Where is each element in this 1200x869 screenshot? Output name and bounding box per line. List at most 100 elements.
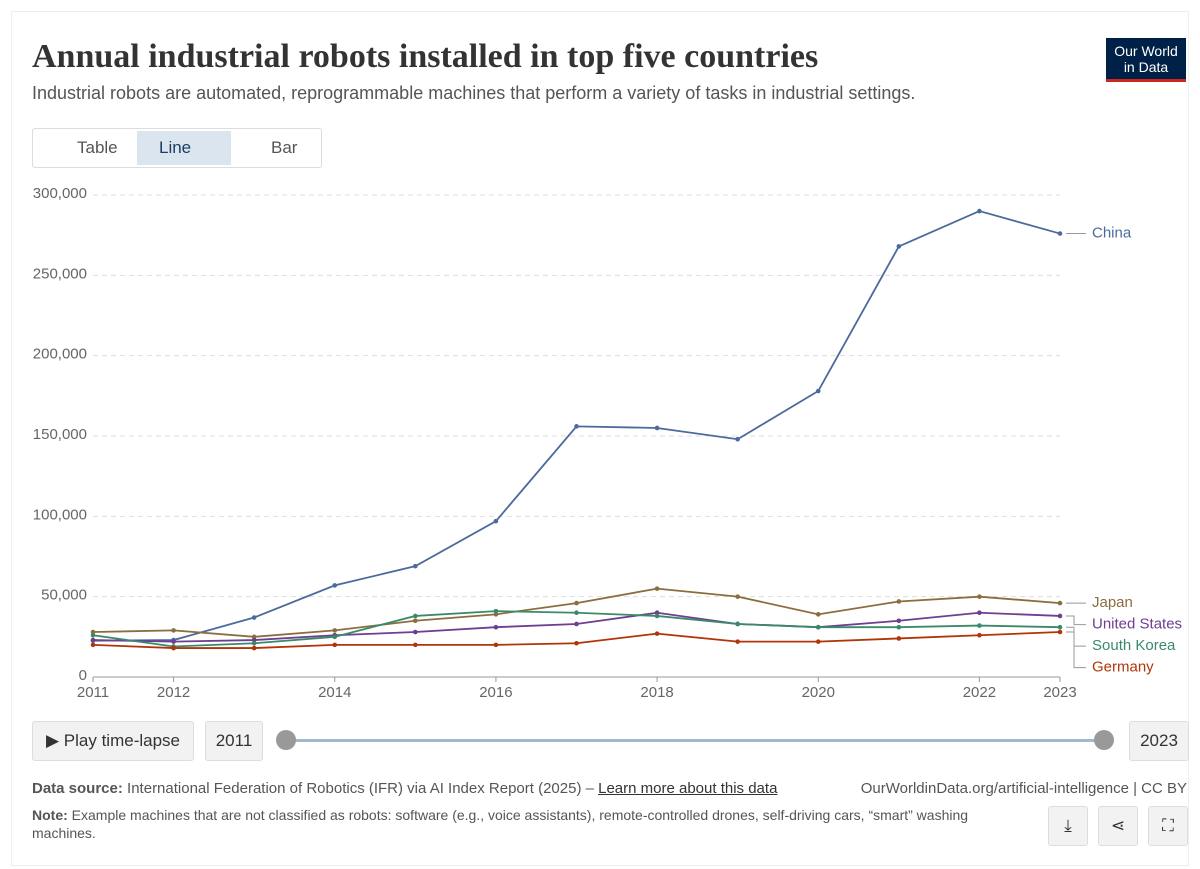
slider-handle[interactable] bbox=[1094, 730, 1114, 750]
logo-text: Our World bbox=[1114, 43, 1178, 59]
slider-handle[interactable] bbox=[276, 730, 296, 750]
source-text: International Federation of Robotics (IF… bbox=[127, 780, 599, 797]
data-point bbox=[493, 608, 499, 614]
source: Data source: International Federation of… bbox=[32, 780, 777, 797]
legend-label: South Korea bbox=[1092, 637, 1176, 654]
play-label: Play time-lapse bbox=[63, 731, 180, 750]
end-year[interactable]: 2023 bbox=[1129, 721, 1189, 761]
data-point bbox=[574, 600, 579, 606]
data-point bbox=[493, 624, 499, 630]
data-point bbox=[251, 615, 257, 620]
data-point bbox=[171, 645, 176, 651]
data-point bbox=[735, 594, 740, 599]
x-tick-label: 2016 bbox=[479, 684, 512, 701]
legend-label: China bbox=[1092, 225, 1132, 242]
y-tick-label: 300,000 bbox=[33, 185, 87, 202]
data-point bbox=[735, 436, 740, 442]
data-point bbox=[493, 518, 499, 524]
y-tick-label: 250,000 bbox=[33, 265, 87, 282]
share-button[interactable]: ⋖ bbox=[1098, 806, 1138, 846]
data-point bbox=[977, 594, 982, 599]
url[interactable]: OurWorldinData.org/artificial-intelligen… bbox=[860, 780, 1187, 797]
start-year[interactable]: 2011 bbox=[205, 721, 263, 761]
data-point bbox=[815, 624, 821, 630]
legend-connector bbox=[1066, 626, 1086, 647]
data-point bbox=[815, 612, 821, 617]
chart-subtitle: Industrial robots are automated, reprogr… bbox=[32, 83, 916, 103]
data-point bbox=[896, 636, 902, 641]
play-button[interactable]: ▶ Play time-lapse bbox=[32, 721, 194, 761]
data-point bbox=[977, 623, 982, 628]
fullscreen-button[interactable]: ⛶ bbox=[1148, 806, 1188, 846]
data-point bbox=[413, 629, 418, 635]
tab-bar bbox=[32, 128, 322, 168]
data-point bbox=[735, 639, 740, 644]
data-point bbox=[332, 628, 338, 633]
data-point bbox=[574, 610, 579, 616]
data-point bbox=[1057, 231, 1063, 236]
y-tick-label: 50,000 bbox=[41, 587, 87, 604]
data-point bbox=[251, 637, 257, 643]
data-point bbox=[896, 618, 902, 624]
data-point bbox=[332, 634, 338, 640]
source-label: Data source: bbox=[32, 780, 123, 797]
x-tick-label: 2014 bbox=[318, 684, 351, 701]
data-point bbox=[332, 583, 338, 588]
data-point bbox=[815, 388, 821, 394]
logo[interactable]: Our World in Data bbox=[1106, 38, 1186, 82]
note-label: Note: bbox=[32, 807, 68, 823]
logo-text: in Data bbox=[1123, 59, 1169, 75]
y-tick-label: 100,000 bbox=[33, 506, 87, 523]
data-point bbox=[413, 618, 418, 624]
data-point bbox=[896, 599, 902, 604]
data-point bbox=[815, 639, 821, 644]
data-point bbox=[654, 610, 660, 616]
data-point bbox=[574, 424, 579, 429]
tab[interactable]: Table bbox=[77, 138, 118, 157]
data-point bbox=[251, 645, 257, 651]
slider-track bbox=[287, 739, 1105, 742]
tab[interactable]: Bar bbox=[271, 138, 298, 157]
x-tick-label: 2011 bbox=[77, 684, 109, 701]
data-point bbox=[1057, 629, 1063, 635]
y-tick-label: 150,000 bbox=[33, 426, 87, 443]
note: Note: Example machines that are not clas… bbox=[32, 806, 972, 842]
data-point bbox=[574, 621, 579, 627]
x-tick-label: 2018 bbox=[640, 684, 673, 701]
data-point bbox=[413, 613, 418, 619]
legend-connector bbox=[1066, 631, 1086, 669]
data-point bbox=[493, 642, 499, 648]
legend-label: Germany bbox=[1092, 659, 1154, 676]
data-point bbox=[1057, 613, 1063, 619]
data-point bbox=[654, 631, 660, 636]
source-link[interactable]: Learn more about this data bbox=[598, 780, 778, 797]
data-point bbox=[251, 640, 257, 646]
data-point bbox=[1057, 624, 1063, 630]
x-tick-label: 2023 bbox=[1043, 684, 1076, 701]
data-point bbox=[251, 634, 257, 640]
data-point bbox=[896, 244, 902, 249]
data-point bbox=[413, 563, 418, 569]
chart-title: Annual industrial robots installed in to… bbox=[32, 38, 819, 75]
data-point bbox=[654, 425, 660, 431]
y-tick-label: 0 bbox=[79, 667, 87, 684]
data-point bbox=[735, 621, 740, 627]
tab[interactable]: Line bbox=[137, 131, 231, 165]
data-point bbox=[90, 632, 96, 638]
data-point bbox=[1057, 600, 1063, 606]
legend-label: Japan bbox=[1092, 594, 1133, 611]
x-tick-label: 2022 bbox=[963, 684, 996, 701]
data-point bbox=[896, 624, 902, 630]
data-point bbox=[574, 640, 579, 646]
data-point bbox=[493, 612, 499, 617]
data-point bbox=[654, 586, 660, 591]
data-point bbox=[654, 613, 660, 619]
data-point bbox=[413, 642, 418, 648]
data-point bbox=[171, 639, 176, 644]
download-button[interactable]: ⤓ bbox=[1048, 806, 1088, 846]
data-point bbox=[332, 642, 338, 648]
frame bbox=[11, 11, 1189, 866]
legend-connector bbox=[1066, 615, 1086, 626]
